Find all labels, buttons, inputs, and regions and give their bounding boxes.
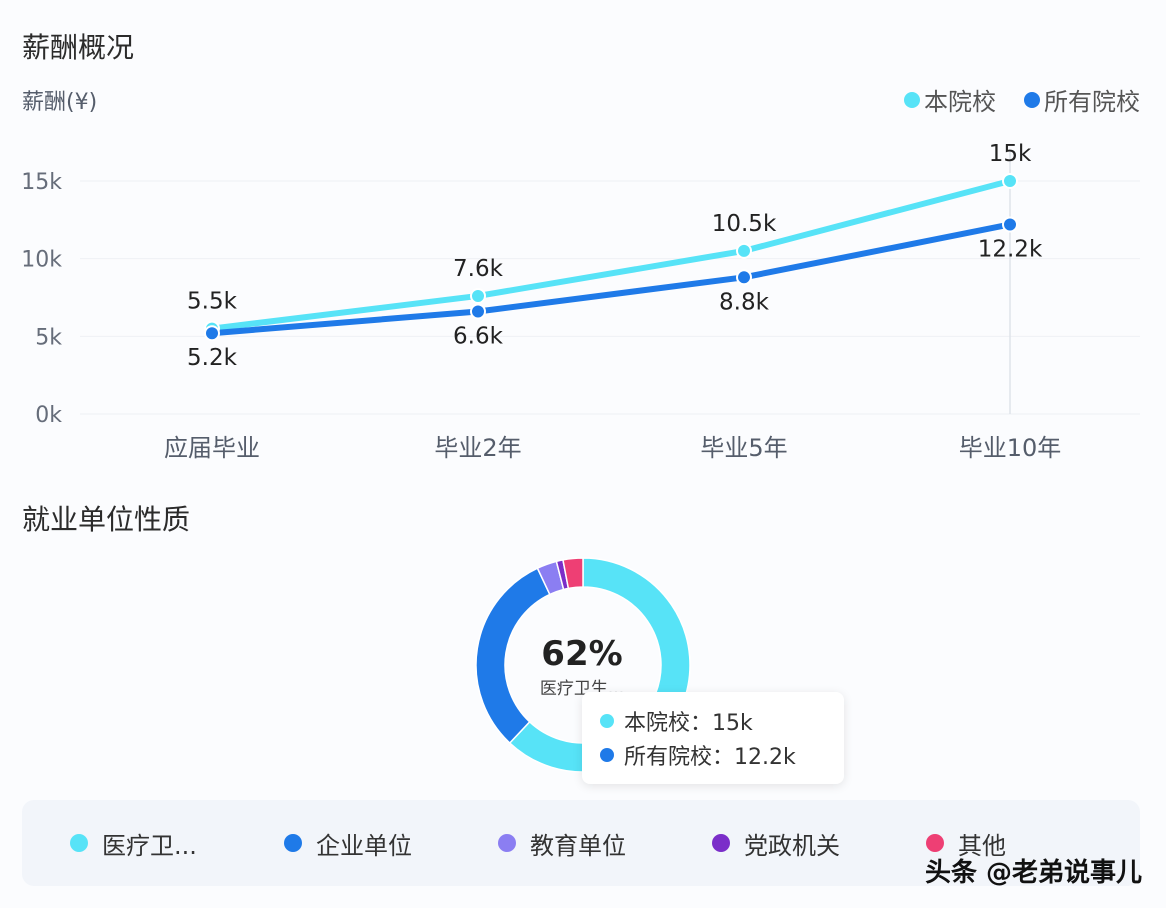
- data-label: 5.5k: [187, 289, 238, 315]
- data-label: 8.8k: [719, 289, 770, 315]
- legend-dot-enterprise: [284, 834, 302, 852]
- data-label: 15k: [989, 141, 1032, 167]
- legend-item-medical[interactable]: 医疗卫...: [70, 826, 284, 861]
- legend-dot-government: [712, 834, 730, 852]
- tooltip-dot-this-school: [600, 714, 614, 728]
- line-chart-legend: 本院校 所有院校: [904, 82, 1140, 117]
- data-label: 5.2k: [187, 345, 238, 371]
- legend-item-government[interactable]: 党政机关: [712, 826, 926, 861]
- x-tick-label: 应届毕业: [164, 434, 260, 462]
- x-tick-label: 毕业10年: [959, 434, 1062, 462]
- legend-item-all-schools[interactable]: 所有院校: [1024, 82, 1140, 117]
- y-tick-label: 5k: [35, 325, 62, 350]
- legend-item-other[interactable]: 其他: [926, 826, 1140, 861]
- tooltip-row-all-schools: 所有院校：12.2k: [600, 738, 826, 772]
- data-point[interactable]: [1002, 173, 1018, 189]
- data-label: 6.6k: [453, 323, 504, 349]
- donut-legend: 医疗卫... 企业单位 教育单位 党政机关 其他: [22, 800, 1140, 886]
- legend-dot-all-schools: [1024, 91, 1040, 108]
- legend-dot-other: [926, 834, 944, 852]
- y-tick-label: 15k: [21, 170, 62, 195]
- legend-item-enterprise[interactable]: 企业单位: [284, 826, 498, 861]
- series-line-0: [209, 178, 1013, 332]
- watermark: 头条 @老弟说事儿: [924, 858, 1142, 888]
- legend-label-all-schools: 所有院校: [1044, 88, 1140, 116]
- legend-dot-medical: [70, 834, 88, 852]
- series-line-1: [209, 221, 1013, 337]
- legend-dot-education: [498, 834, 516, 852]
- data-label: 10.5k: [712, 211, 777, 237]
- legend-label-enterprise: 企业单位: [316, 831, 412, 860]
- data-point[interactable]: [736, 269, 752, 286]
- x-tick-label: 毕业5年: [700, 434, 787, 462]
- data-label: 7.6k: [453, 256, 504, 282]
- y-tick-label: 0k: [35, 403, 62, 428]
- donut-center-value: 62%: [541, 634, 623, 674]
- legend-label-government: 党政机关: [744, 831, 840, 860]
- legend-item-this-school[interactable]: 本院校: [904, 82, 996, 117]
- data-point[interactable]: [736, 242, 752, 259]
- tooltip-row-this-school: 本院校：15k: [600, 704, 826, 738]
- data-point[interactable]: [470, 303, 486, 320]
- salary-title: 薪酬概况: [22, 31, 135, 64]
- data-point[interactable]: [470, 287, 486, 304]
- data-label: 12.2k: [978, 236, 1043, 262]
- salary-y-axis-label: 薪酬(¥): [22, 90, 98, 115]
- legend-item-education[interactable]: 教育单位: [498, 826, 712, 861]
- data-point[interactable]: [204, 325, 220, 342]
- tooltip-text-all-schools: 所有院校：12.2k: [624, 745, 796, 770]
- donut-slice-4[interactable]: [562, 557, 584, 590]
- legend-label-medical: 医疗卫...: [102, 831, 197, 860]
- legend-label-this-school: 本院校: [924, 88, 996, 116]
- legend-label-other: 其他: [958, 831, 1006, 860]
- tooltip-dot-all-schools: [600, 748, 614, 762]
- x-tick-label: 毕业2年: [434, 434, 521, 462]
- legend-dot-this-school: [904, 91, 920, 108]
- legend-label-education: 教育单位: [530, 831, 626, 860]
- y-tick-label: 10k: [21, 248, 62, 273]
- chart-tooltip: 本院校：15k 所有院校：12.2k: [582, 692, 844, 784]
- data-point[interactable]: [1002, 216, 1018, 233]
- tooltip-text-this-school: 本院校：15k: [624, 711, 753, 736]
- employment-title: 就业单位性质: [22, 503, 191, 536]
- salary-line-chart: 0k 5k 10k 15k 应届毕业 毕业2年 毕业5年 毕业10年 5.5k 7.6k 10.5k…: [21, 141, 1140, 462]
